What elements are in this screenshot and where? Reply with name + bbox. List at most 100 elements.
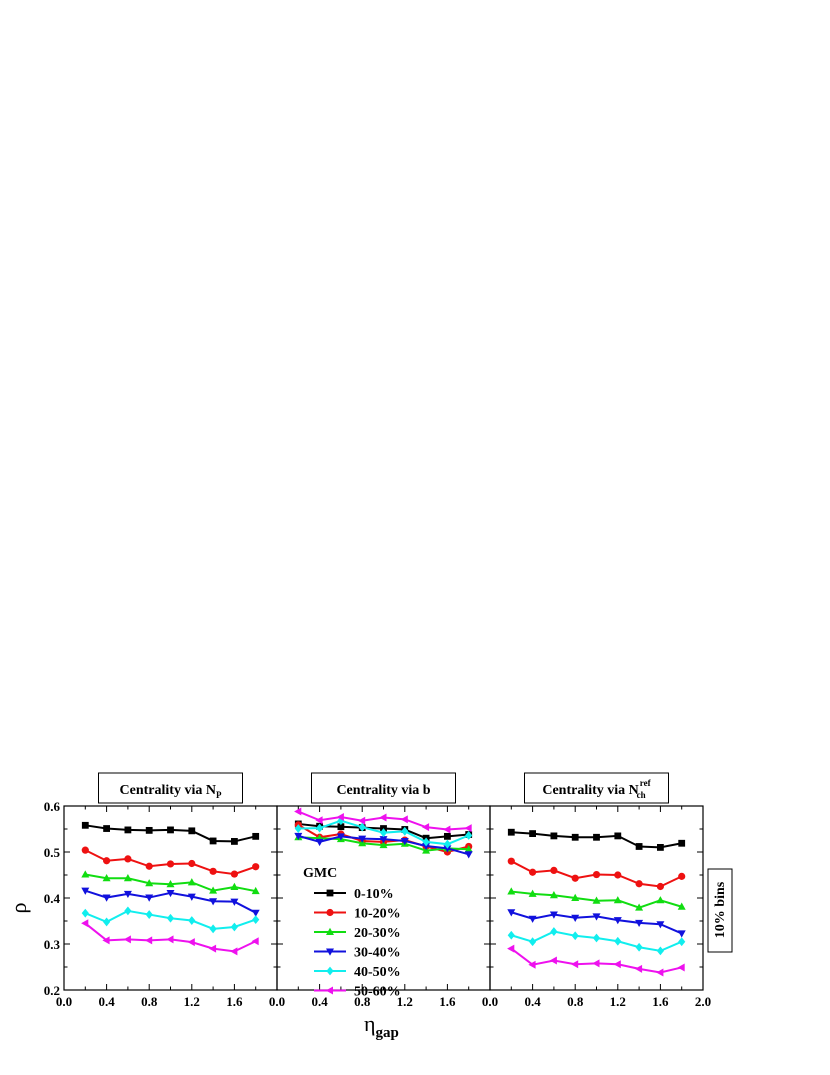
plot-frame (63, 805, 278, 991)
x-tick-label: 0.4 (98, 994, 115, 1009)
data-point (145, 894, 154, 902)
data-point (379, 836, 388, 844)
data-point (358, 822, 366, 832)
data-point (166, 880, 175, 888)
data-point (592, 896, 601, 904)
data-point (528, 889, 537, 897)
data-point (326, 966, 334, 976)
data-point (123, 890, 132, 899)
data-point (316, 823, 324, 833)
data-point (592, 913, 601, 921)
panel-title-sub: ch (637, 790, 646, 800)
data-point (315, 816, 323, 825)
series-10-20% (81, 846, 260, 878)
legend-label: 0-10% (354, 887, 394, 902)
data-point (635, 880, 643, 888)
data-point (379, 840, 388, 849)
legend-entry: 30-40% (314, 946, 401, 961)
data-point (103, 825, 110, 832)
y-tick-label: 0.6 (44, 799, 61, 814)
data-point (443, 825, 451, 834)
x-tick-label: 1.2 (610, 994, 626, 1009)
data-point (549, 891, 558, 899)
data-point (529, 937, 537, 947)
data-point (379, 828, 388, 838)
data-point (166, 913, 175, 923)
data-point (209, 867, 217, 875)
data-point (528, 915, 537, 923)
data-point (550, 866, 558, 875)
data-point (422, 843, 431, 851)
data-point (326, 948, 334, 956)
data-point (294, 807, 302, 816)
data-point (188, 916, 196, 925)
data-point (209, 898, 218, 906)
data-point (549, 911, 558, 919)
data-point (507, 887, 516, 895)
data-point (528, 960, 536, 969)
data-point (358, 816, 366, 825)
data-point (678, 937, 686, 947)
panel-title-sub: P (216, 790, 222, 800)
panel-title-box: Centrality via b (311, 772, 456, 804)
x-tick-label: 0.8 (354, 994, 371, 1009)
data-point (81, 821, 89, 829)
data-point (571, 914, 580, 922)
data-point (507, 909, 516, 917)
data-point (507, 828, 515, 836)
data-point (613, 960, 621, 969)
panel-title-box: Centrality via Nref ch (524, 772, 669, 804)
series-50-60% (294, 807, 472, 834)
data-point (188, 859, 196, 868)
data-point (102, 874, 111, 882)
data-point (124, 826, 132, 834)
data-point (251, 937, 259, 946)
data-point (209, 924, 217, 934)
data-point (400, 815, 408, 824)
data-point (187, 938, 195, 947)
data-point (507, 944, 515, 953)
data-point (209, 886, 218, 894)
panel-title-box: Centrality via NP (98, 772, 243, 804)
data-point (550, 927, 558, 936)
data-point (358, 835, 367, 843)
data-point (443, 839, 451, 849)
panel-title-main: Centrality via N (542, 783, 638, 798)
data-point (326, 908, 334, 917)
x-tick-label: 1.6 (652, 994, 669, 1009)
data-point (571, 874, 579, 882)
legend-label: 40-50% (354, 965, 401, 980)
data-point (145, 879, 154, 887)
data-point (464, 824, 472, 833)
y-ticks: 0.2 0.3 0.4 0.5 0.6 (44, 799, 277, 998)
legend-entry: 10-20% (314, 907, 401, 922)
panel-title-frame (98, 772, 243, 804)
data-point (571, 893, 580, 901)
panel-title: Centrality via b (336, 783, 430, 798)
legend-entry: 50-60% (314, 985, 401, 1000)
data-point (422, 837, 430, 847)
data-point (167, 826, 174, 834)
series-0-10% (507, 828, 686, 851)
x-tick-label: 0.0 (482, 994, 498, 1009)
data-point (230, 947, 238, 956)
data-point (507, 857, 515, 865)
x-tick-label: 0.8 (567, 994, 584, 1009)
y-tick-label: 0.3 (44, 937, 61, 952)
x-tick-label: 1.2 (397, 994, 413, 1009)
data-point (252, 832, 260, 840)
data-point (593, 833, 600, 841)
x-axis-title: ηgap (364, 1011, 399, 1041)
x-tick-label: 0.4 (311, 994, 328, 1009)
data-point (613, 896, 622, 904)
data-point (678, 839, 686, 847)
data-point (678, 872, 686, 880)
data-point (443, 845, 452, 853)
data-point (656, 968, 664, 977)
data-point (444, 832, 451, 840)
data-point (614, 832, 622, 840)
panel-title-main: Centrality via N (120, 783, 216, 798)
data-point (592, 933, 601, 943)
data-point (103, 857, 111, 865)
data-point (166, 935, 174, 944)
